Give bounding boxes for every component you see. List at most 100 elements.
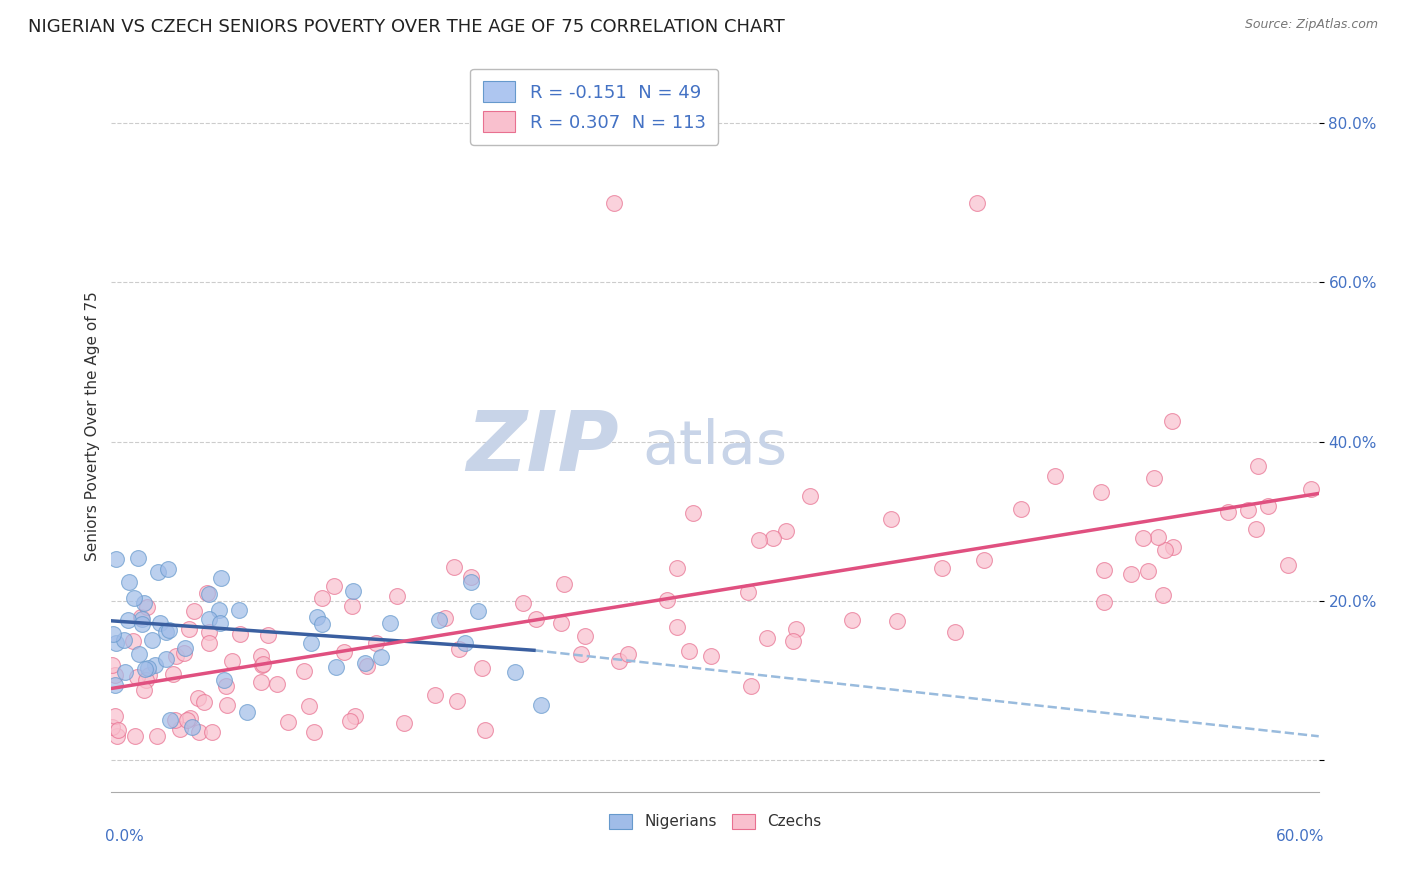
Point (1163, 540, 1185, 554)
Point (183, 604, 205, 618)
Point (762, 531, 785, 545)
Point (370, 650, 392, 665)
Text: 0.0%: 0.0% (105, 829, 145, 844)
Point (304, 725, 326, 739)
Point (143, 658, 166, 673)
Point (250, 675, 273, 690)
Point (1153, 543, 1175, 558)
Point (1119, 566, 1142, 581)
Point (1277, 558, 1299, 573)
Point (427, 613, 450, 627)
Point (132, 596, 155, 610)
Point (512, 596, 534, 610)
Point (682, 507, 704, 521)
Point (1257, 499, 1279, 513)
Text: ZIP: ZIP (465, 408, 619, 488)
Point (755, 632, 778, 646)
Point (165, 648, 187, 663)
Point (122, 633, 145, 648)
Point (252, 657, 274, 672)
Point (364, 635, 387, 649)
Point (208, 616, 231, 631)
Point (460, 570, 482, 584)
Point (197, 624, 219, 639)
Point (105, 636, 128, 650)
Point (1132, 531, 1154, 545)
Point (117, 613, 139, 627)
Point (607, 654, 630, 668)
Point (553, 577, 575, 591)
Point (173, 647, 195, 661)
Point (1301, 482, 1323, 496)
Point (107, 723, 129, 737)
Point (208, 603, 231, 617)
Point (188, 725, 211, 739)
Point (322, 578, 344, 592)
Point (503, 665, 526, 679)
Point (305, 610, 328, 624)
Text: 60.0%: 60.0% (1277, 829, 1324, 844)
Point (775, 524, 797, 538)
Point (112, 632, 135, 647)
Point (105, 729, 128, 743)
Point (141, 633, 163, 648)
Point (454, 636, 477, 650)
Point (297, 698, 319, 713)
Point (127, 670, 149, 684)
Point (181, 720, 204, 734)
Point (169, 722, 191, 736)
Point (195, 586, 218, 600)
Point (394, 716, 416, 731)
Point (460, 574, 482, 589)
Point (215, 679, 238, 693)
Point (344, 708, 367, 723)
Point (131, 612, 153, 626)
Legend: Nigerians, Czechs: Nigerians, Czechs (603, 807, 827, 836)
Point (250, 658, 273, 673)
Point (603, 195, 626, 210)
Point (467, 604, 489, 618)
Y-axis label: Seniors Poverty Over the Age of 75: Seniors Poverty Over the Age of 75 (86, 291, 100, 561)
Point (266, 677, 288, 691)
Point (785, 622, 807, 636)
Point (131, 617, 153, 632)
Point (569, 647, 592, 661)
Point (782, 633, 804, 648)
Point (1147, 530, 1170, 544)
Point (342, 583, 364, 598)
Point (339, 714, 361, 728)
Point (201, 725, 224, 739)
Point (311, 591, 333, 605)
Point (1244, 522, 1267, 536)
Point (104, 552, 127, 566)
Point (699, 648, 721, 663)
Point (156, 562, 179, 576)
Point (574, 629, 596, 643)
Point (157, 624, 180, 638)
Point (250, 649, 273, 664)
Point (209, 571, 232, 585)
Point (104, 668, 127, 682)
Point (333, 645, 356, 659)
Point (931, 561, 953, 575)
Point (193, 695, 215, 709)
Point (114, 665, 136, 680)
Point (132, 682, 155, 697)
Point (1043, 468, 1066, 483)
Point (973, 552, 995, 566)
Point (356, 659, 378, 673)
Point (425, 688, 447, 702)
Point (524, 612, 547, 626)
Point (217, 698, 239, 712)
Point (748, 533, 770, 548)
Point (155, 652, 177, 666)
Point (880, 512, 903, 526)
Point (179, 711, 201, 725)
Point (118, 575, 141, 590)
Point (740, 679, 762, 693)
Point (174, 641, 197, 656)
Point (799, 489, 821, 503)
Point (155, 625, 177, 640)
Point (198, 636, 221, 650)
Point (471, 661, 494, 675)
